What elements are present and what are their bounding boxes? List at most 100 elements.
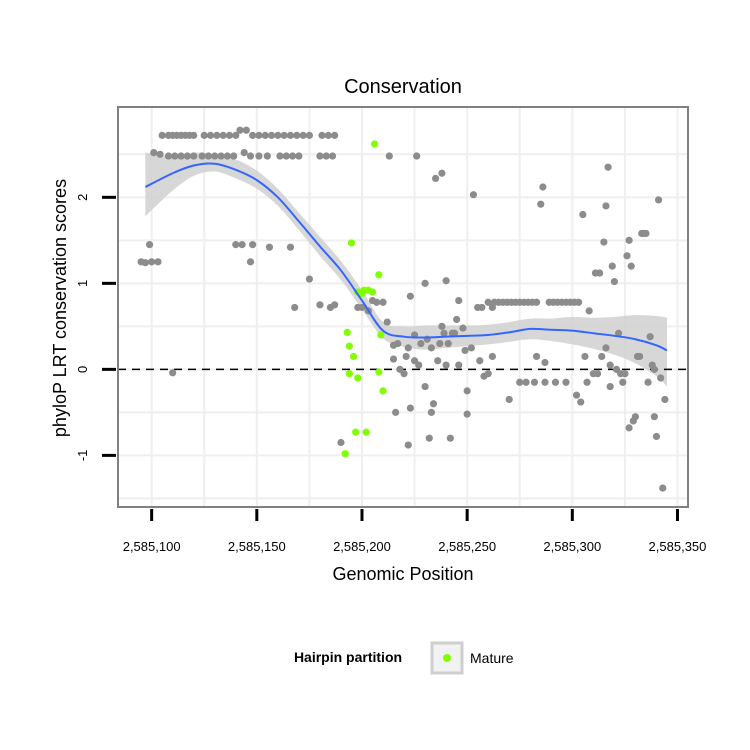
other-point — [476, 357, 484, 365]
other-point — [389, 355, 398, 363]
other-point — [328, 152, 337, 160]
other-point — [427, 408, 435, 416]
x-tick-label: 2,585,200 — [333, 539, 391, 554]
other-point — [217, 152, 225, 160]
other-point — [211, 152, 219, 160]
other-point — [280, 131, 288, 139]
other-point — [240, 148, 248, 157]
y-tick-label: 1 — [75, 280, 90, 287]
other-point — [461, 346, 469, 355]
x-tick-label: 2,585,150 — [228, 539, 286, 554]
other-point — [530, 378, 539, 386]
other-point — [438, 169, 446, 177]
other-point — [488, 352, 496, 361]
other-point — [661, 395, 669, 404]
legend-mature-swatch — [443, 654, 451, 662]
other-point — [572, 391, 581, 399]
other-point — [236, 126, 244, 134]
other-point — [562, 378, 570, 386]
other-point — [606, 382, 614, 391]
other-point — [394, 339, 402, 348]
other-point — [246, 152, 255, 160]
mature-point — [345, 370, 353, 378]
other-point — [373, 298, 381, 306]
chart-title: Conservation — [344, 76, 462, 98]
other-point — [145, 241, 154, 249]
other-point — [331, 301, 339, 309]
other-point — [522, 378, 530, 386]
other-point — [225, 131, 234, 139]
other-point — [463, 387, 471, 395]
other-point — [141, 259, 149, 267]
mature-point — [375, 271, 383, 279]
other-point — [421, 382, 429, 391]
other-point — [436, 339, 444, 348]
other-point — [484, 370, 492, 378]
y-tick-label: 0 — [75, 366, 90, 373]
other-point — [625, 236, 633, 244]
other-point — [600, 238, 608, 246]
other-point — [223, 152, 231, 160]
other-point — [484, 298, 492, 306]
other-point — [406, 404, 414, 412]
other-point — [190, 152, 198, 160]
other-point — [631, 413, 640, 421]
other-point — [274, 131, 282, 139]
other-point — [156, 150, 164, 158]
y-tick-label: -1 — [75, 450, 90, 462]
other-point — [579, 210, 587, 219]
other-point — [276, 152, 284, 160]
other-point — [249, 131, 257, 139]
other-point — [169, 369, 177, 377]
mature-point — [368, 288, 377, 296]
other-point — [249, 241, 257, 249]
other-point — [213, 131, 221, 139]
other-point — [206, 131, 215, 139]
other-point — [602, 202, 610, 210]
other-point — [455, 296, 463, 305]
other-point — [442, 361, 450, 369]
x-tick-label: 2,585,100 — [123, 539, 181, 554]
mature-point — [377, 331, 385, 339]
other-point — [316, 301, 324, 309]
other-point — [286, 243, 295, 251]
other-point — [619, 378, 627, 386]
other-point — [646, 333, 654, 341]
other-point — [293, 131, 301, 139]
other-point — [644, 378, 652, 386]
x-tick-label: 2,585,300 — [543, 539, 601, 554]
legend-key-box — [430, 641, 464, 675]
other-point — [442, 277, 450, 285]
other-point — [404, 441, 412, 449]
x-axis: 2,585,100 2,585,150 2,585,200 2,585,250 2,58… — [123, 509, 706, 554]
other-point — [331, 131, 339, 139]
mature-point — [352, 428, 360, 436]
other-point — [316, 152, 324, 160]
other-point — [478, 303, 486, 312]
mature-point — [345, 342, 353, 350]
other-point — [261, 131, 269, 139]
other-point — [438, 322, 446, 330]
other-point — [577, 398, 585, 406]
other-point — [625, 424, 633, 432]
other-point — [593, 370, 602, 378]
other-point — [421, 279, 429, 287]
other-point — [150, 148, 158, 157]
other-point — [358, 303, 366, 312]
other-point — [652, 432, 661, 441]
other-point — [238, 241, 246, 249]
other-point — [516, 378, 524, 386]
other-point — [551, 378, 560, 386]
other-point — [417, 339, 425, 348]
other-point — [541, 378, 549, 386]
other-point — [596, 269, 604, 277]
mature-point — [347, 239, 356, 247]
other-point — [453, 315, 461, 324]
other-point — [154, 258, 162, 266]
y-axis: -1 0 1 2 — [75, 194, 116, 461]
other-point — [450, 329, 459, 337]
other-point — [164, 152, 173, 160]
other-point — [400, 370, 408, 378]
other-point — [614, 329, 623, 337]
